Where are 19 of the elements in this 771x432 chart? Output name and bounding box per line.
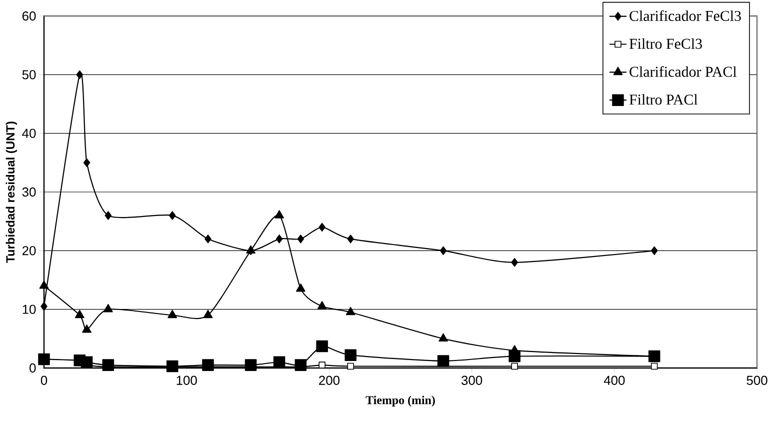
y-tick-label: 20 [22, 246, 36, 256]
y-tick-label: 60 [22, 11, 36, 21]
x-axis-title: Tiempo (min) [366, 396, 435, 407]
x-tick-label: 0 [40, 376, 48, 385]
legend-label: Filtro FeCl3 [629, 38, 702, 49]
x-tick-label: 100 [176, 376, 197, 385]
legend-label: Clarificador FeCl3 [630, 10, 741, 21]
x-tick-label: 200 [319, 376, 340, 385]
x-tick-label: 400 [604, 376, 625, 385]
legend-label: Clarificador PACl [630, 66, 737, 77]
x-tick-label: 300 [461, 376, 482, 385]
y-tick-label: 50 [22, 70, 36, 80]
y-tick-label: 0 [30, 363, 36, 373]
x-tick-label: 500 [746, 376, 768, 385]
y-tick-label: 40 [22, 128, 36, 138]
y-axis-title: Turbiedad residual (UNT) [6, 122, 17, 263]
legend-label: Filtro PACl [629, 94, 698, 105]
y-tick-label: 10 [22, 304, 36, 314]
y-tick-label: 30 [22, 187, 36, 197]
